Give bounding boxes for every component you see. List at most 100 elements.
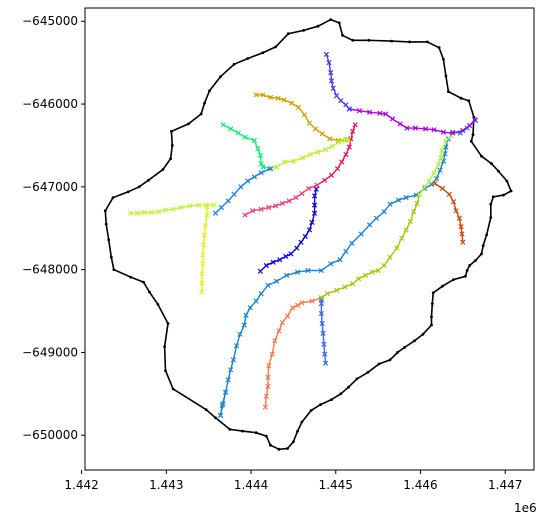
boundary-point <box>170 144 174 147</box>
stream-point <box>156 209 162 215</box>
boundary-point <box>264 434 268 438</box>
stream-point <box>369 269 375 275</box>
stream-point <box>265 282 271 289</box>
boundary-point <box>430 302 434 305</box>
boundary-point <box>502 193 505 197</box>
stream-point <box>305 267 311 274</box>
boundary-point <box>366 370 370 374</box>
boundary-point <box>296 429 299 433</box>
boundary-point <box>480 154 483 158</box>
stream-point <box>263 262 269 269</box>
boundary-point <box>474 259 477 262</box>
stream-point <box>403 194 409 201</box>
boundary-point <box>430 315 433 319</box>
stream-point <box>306 120 313 126</box>
stream-point <box>211 202 217 208</box>
stream-point <box>337 257 343 263</box>
stream-point <box>414 200 420 207</box>
stream-series-2 <box>262 295 325 410</box>
stream-series-12 <box>212 165 274 216</box>
stream-point <box>309 298 315 304</box>
x-tick-label: 1.447 <box>488 478 522 492</box>
stream-point <box>306 185 312 192</box>
boundary-point <box>286 447 289 450</box>
stream-point <box>366 109 373 115</box>
boundary-point <box>337 21 341 25</box>
boundary-line <box>104 18 513 451</box>
stream-point <box>437 167 443 173</box>
stream-point <box>460 127 466 134</box>
boundary-point <box>351 38 355 42</box>
stream-series-8 <box>314 122 358 188</box>
boundary-point <box>163 345 167 348</box>
stream-point <box>265 374 271 380</box>
stream-point <box>275 95 281 101</box>
boundary-point <box>431 291 435 295</box>
stream-point <box>299 190 305 197</box>
boundary-point <box>261 51 265 55</box>
stream-point <box>225 377 231 383</box>
stream-point <box>306 227 313 233</box>
y-tick-label: −649000 <box>22 345 78 359</box>
stream-point <box>439 185 446 192</box>
stream-point <box>294 302 301 308</box>
stream-point <box>281 97 287 103</box>
stream-point <box>289 305 296 311</box>
stream-point <box>218 204 225 211</box>
boundary-point <box>339 392 343 396</box>
stream-point <box>258 161 264 167</box>
stream-point <box>440 129 447 135</box>
stream-point <box>346 106 352 112</box>
stream-point <box>313 186 319 192</box>
stream-point <box>322 177 328 183</box>
stream-point <box>233 343 240 349</box>
stream-point <box>199 271 205 277</box>
stream-point <box>222 389 229 395</box>
stream-line <box>349 108 476 134</box>
stream-point <box>311 193 318 199</box>
stream-point <box>362 272 369 279</box>
boundary-point <box>292 440 295 444</box>
stream-point <box>350 281 356 287</box>
boundary-point <box>319 403 322 406</box>
stream-point <box>178 204 184 211</box>
stream-point <box>199 289 205 295</box>
stream-point <box>383 111 389 117</box>
stream-point <box>283 272 290 279</box>
stream-point <box>311 202 318 208</box>
boundary-point <box>442 57 445 61</box>
plot-background <box>85 8 534 470</box>
stream-point <box>295 104 302 111</box>
boundary-point <box>107 238 111 242</box>
boundary-point <box>104 222 108 226</box>
stream-point <box>389 116 396 122</box>
stream-point <box>134 210 141 216</box>
boundary-point <box>169 157 173 161</box>
x-tick-label: 1.443 <box>149 478 183 492</box>
stream-point <box>403 227 409 233</box>
stream-point <box>289 100 295 106</box>
boundary-point <box>413 339 416 343</box>
boundary-point <box>452 278 455 281</box>
stream-point <box>279 319 286 326</box>
stream-point <box>247 305 253 311</box>
stream-point <box>298 239 304 245</box>
stream-point <box>270 259 276 265</box>
boundary-point <box>148 290 151 294</box>
stream-point <box>450 130 456 136</box>
stream-point <box>286 198 292 204</box>
stream-series-14 <box>128 202 217 216</box>
stream-point <box>149 209 155 216</box>
stream-point <box>395 197 402 203</box>
stream-point <box>432 180 438 187</box>
stream-point <box>459 231 465 237</box>
boundary-point <box>103 209 107 213</box>
stream-point <box>294 245 300 251</box>
x-tick-label: 1.445 <box>319 478 353 492</box>
boundary-point <box>204 408 208 411</box>
stream-point <box>355 276 362 282</box>
stream-point <box>387 254 393 260</box>
stream-point <box>443 138 449 144</box>
stream-point <box>228 126 234 132</box>
